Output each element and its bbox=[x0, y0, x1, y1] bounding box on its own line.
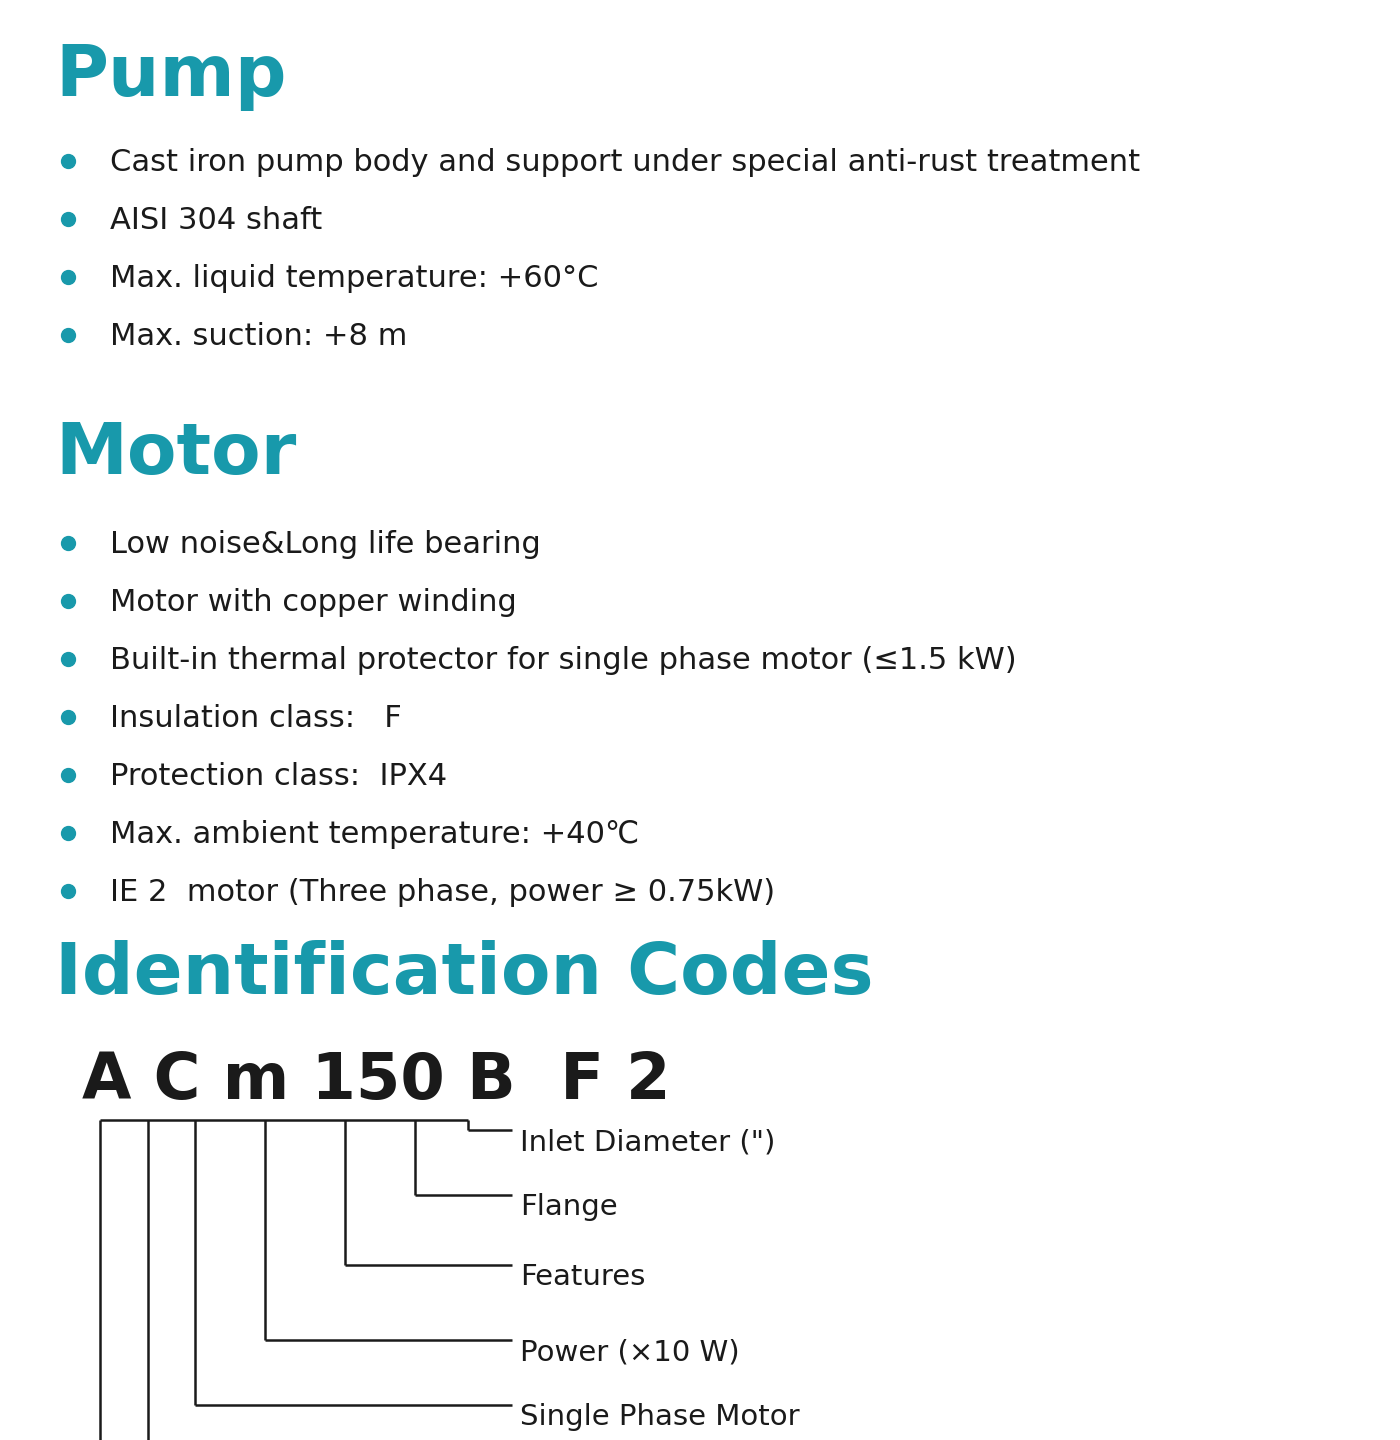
Text: Max. ambient temperature: +40℃: Max. ambient temperature: +40℃ bbox=[111, 819, 640, 850]
Text: Protection class:  IPX4: Protection class: IPX4 bbox=[111, 762, 447, 791]
Text: Cast iron pump body and support under special anti-rust treatment: Cast iron pump body and support under sp… bbox=[111, 148, 1140, 177]
Text: Insulation class:   F: Insulation class: F bbox=[111, 704, 402, 733]
Text: Features: Features bbox=[519, 1263, 645, 1292]
Text: Max. suction: +8 m: Max. suction: +8 m bbox=[111, 323, 407, 351]
Text: Inlet Diameter ("): Inlet Diameter (") bbox=[519, 1128, 776, 1156]
Text: Low noise&Long life bearing: Low noise&Long life bearing bbox=[111, 530, 540, 559]
Text: Pump: Pump bbox=[55, 42, 287, 111]
Text: Flange: Flange bbox=[519, 1192, 617, 1221]
Text: Built-in thermal protector for single phase motor (≤1.5 kW): Built-in thermal protector for single ph… bbox=[111, 647, 1016, 675]
Text: Power (×10 W): Power (×10 W) bbox=[519, 1338, 739, 1367]
Text: A C m 150 B  F 2: A C m 150 B F 2 bbox=[83, 1050, 671, 1112]
Text: Identification Codes: Identification Codes bbox=[55, 940, 874, 1009]
Text: IE 2  motor (Three phase, power ≥ 0.75kW): IE 2 motor (Three phase, power ≥ 0.75kW) bbox=[111, 878, 776, 907]
Text: Motor: Motor bbox=[55, 420, 297, 490]
Text: Max. liquid temperature: +60°C: Max. liquid temperature: +60°C bbox=[111, 264, 599, 292]
Text: Single Phase Motor: Single Phase Motor bbox=[519, 1403, 799, 1431]
Text: Motor with copper winding: Motor with copper winding bbox=[111, 588, 517, 616]
Text: AISI 304 shaft: AISI 304 shaft bbox=[111, 206, 322, 235]
